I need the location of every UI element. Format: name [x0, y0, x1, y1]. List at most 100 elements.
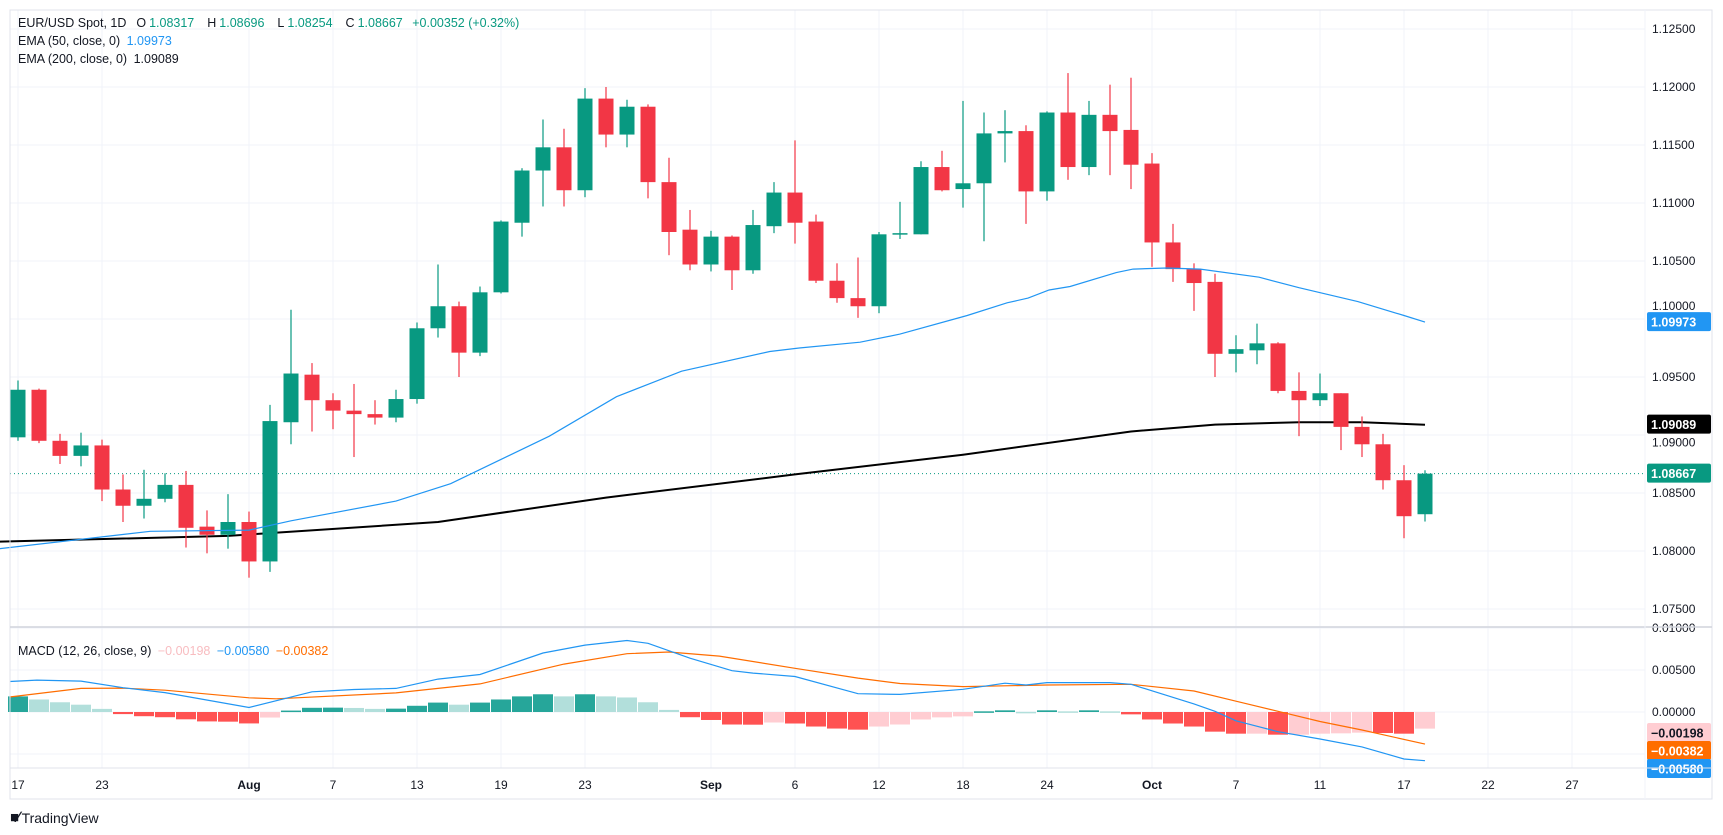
candle	[640, 104, 656, 199]
macd-histogram-bar	[1100, 711, 1120, 713]
candle	[199, 510, 215, 554]
macd-histogram-bar	[1016, 711, 1036, 714]
macd-histogram-bar	[554, 696, 574, 712]
macd-signal-tag-text: −0.00382	[1651, 745, 1704, 759]
macd-histogram-bar	[512, 696, 532, 712]
macd-histogram-bar	[1247, 712, 1267, 734]
macd-histogram-bar	[1058, 711, 1078, 713]
price-tick-label: 1.07500	[1652, 602, 1696, 616]
last-price-tag: 1.08667	[1647, 463, 1711, 483]
macd-histogram-bar	[134, 712, 154, 717]
candle-body	[73, 445, 89, 456]
outer-border	[9, 9, 1713, 800]
candle-body	[1102, 114, 1118, 132]
candle	[1144, 153, 1160, 267]
candle-body	[682, 229, 698, 265]
time-tick-label: 7	[1233, 778, 1240, 792]
candle-body	[640, 106, 656, 183]
time-tick-label: 13	[410, 778, 424, 792]
ema50-line	[0, 267, 1426, 550]
candle	[409, 322, 425, 404]
candle-body	[388, 399, 404, 418]
open-label: O	[136, 16, 147, 30]
ema50-label: EMA (50, close, 0)	[18, 34, 121, 48]
macd-legend[interactable]: MACD (12, 26, close, 9) −0.00198 −0.0058…	[18, 644, 331, 658]
candle-body	[346, 410, 362, 415]
candle	[703, 230, 719, 272]
candle	[934, 150, 950, 192]
candle-body	[136, 498, 152, 506]
candle	[262, 404, 278, 572]
candle	[1249, 323, 1265, 365]
tradingview-logo[interactable]: ■∕ TradingView	[10, 809, 99, 826]
symbol-title[interactable]: EUR/USD Spot, 1D	[18, 16, 127, 30]
candle	[493, 220, 509, 294]
macd-histogram-bar	[1310, 712, 1330, 734]
ema50-legend[interactable]: EMA (50, close, 0) 1.09973	[18, 34, 175, 48]
candle-body	[997, 131, 1013, 134]
candle	[1354, 416, 1370, 458]
time-tick-label: 11	[1314, 778, 1327, 792]
macd-histogram-bar	[50, 702, 70, 712]
ema200-value: 1.09089	[133, 52, 179, 66]
candle	[808, 214, 824, 284]
macd-histogram-bar	[1163, 712, 1183, 724]
close-value: 1.08667	[357, 16, 403, 30]
macd-histogram-bar	[428, 702, 448, 712]
macd-pane	[8, 639, 1435, 762]
time-tick-label: 17	[1397, 778, 1411, 792]
last-price-tag-text: 1.08667	[1651, 467, 1696, 481]
candle	[178, 470, 194, 548]
macd-histogram-bar	[1415, 712, 1435, 729]
candle-body	[661, 182, 677, 232]
ema200-price-tag: 1.09089	[1647, 414, 1711, 434]
candle	[535, 119, 551, 207]
price-tick-label: 1.09500	[1652, 370, 1696, 384]
open-value: 1.08317	[149, 16, 195, 30]
macd-line	[9, 639, 1426, 762]
macd-histogram-bar	[869, 712, 889, 727]
time-tick-label: Oct	[1142, 778, 1162, 792]
time-tick-label: 7	[330, 778, 337, 792]
candle	[514, 168, 530, 237]
macd-histogram-bar	[302, 707, 322, 712]
candle-body	[472, 292, 488, 353]
price-tick-label: 1.10500	[1652, 254, 1696, 268]
macd-histogram-bar	[890, 712, 910, 725]
candle	[367, 400, 383, 425]
chart-frame	[9, 9, 1713, 800]
candle	[52, 433, 68, 464]
macd-histogram-bar	[92, 708, 112, 712]
ema200-legend[interactable]: EMA (200, close, 0) 1.09089	[18, 52, 182, 66]
candle	[1396, 465, 1412, 539]
candle-body	[1249, 343, 1265, 351]
candle-body	[367, 414, 383, 418]
time-tick-label: 24	[1040, 778, 1054, 792]
macd-histogram-bar	[1079, 710, 1099, 712]
candle	[661, 157, 677, 256]
candle	[451, 301, 467, 377]
candle-body	[10, 389, 26, 438]
candle-body	[1354, 426, 1370, 445]
ema200-price-tag-text: 1.09089	[1651, 418, 1696, 432]
macd-signal-tag-bg	[1647, 741, 1711, 760]
time-tick-label: 6	[792, 778, 799, 792]
macd-histogram-bar	[176, 712, 196, 720]
candle-body	[619, 106, 635, 135]
candle-body	[724, 236, 740, 271]
candle-body	[1144, 163, 1160, 243]
macd-histogram-bar	[1184, 712, 1204, 727]
macd-histogram-bar	[1268, 712, 1288, 735]
macd-histogram-bar	[449, 704, 469, 712]
candle-body	[220, 522, 236, 535]
candle-body	[1312, 393, 1328, 401]
candle-body	[745, 225, 761, 271]
candle	[157, 473, 173, 503]
tradingview-logo-icon: ■∕	[10, 809, 19, 826]
candle-body	[1039, 112, 1055, 192]
macd-histogram-bar	[659, 709, 679, 712]
candle	[73, 432, 89, 467]
candle	[283, 309, 299, 445]
price-tick-label: 1.10000	[1652, 299, 1696, 313]
